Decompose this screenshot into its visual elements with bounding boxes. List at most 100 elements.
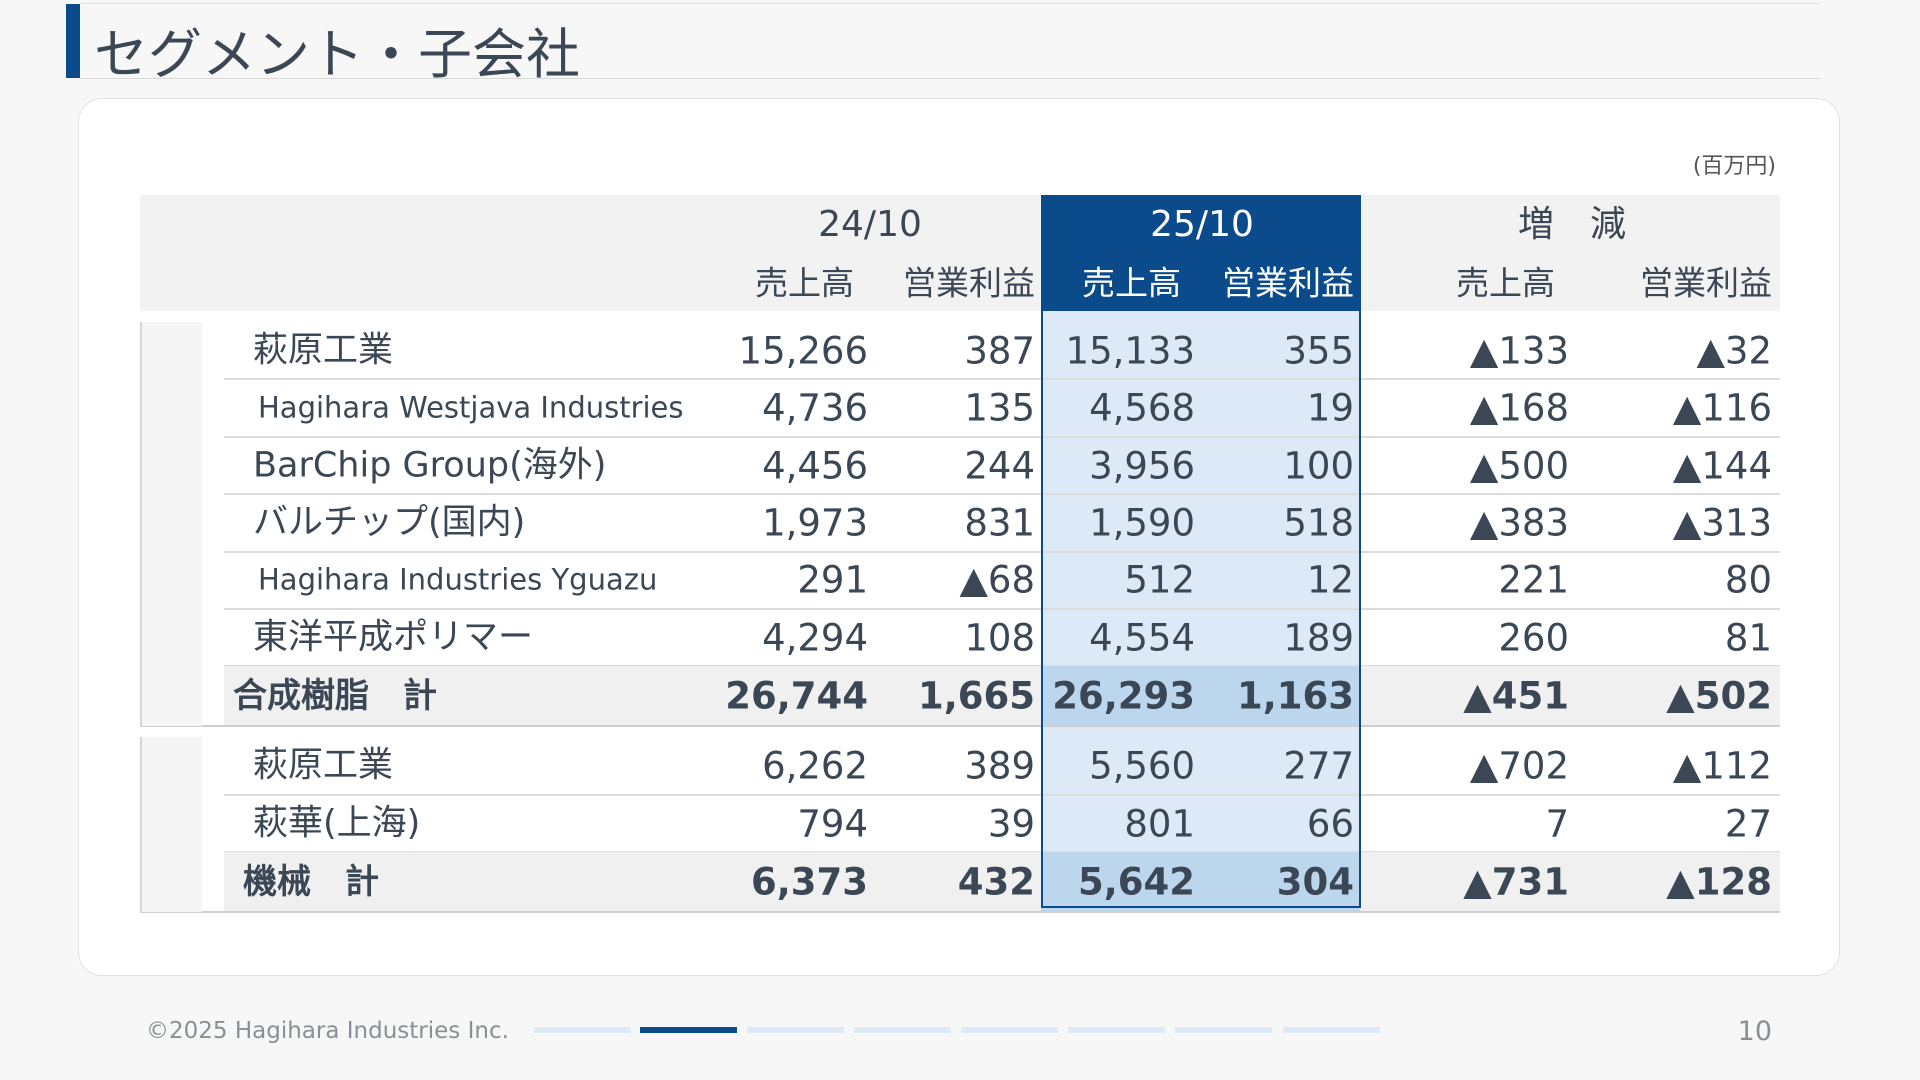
column-header: 売上高 (1456, 263, 1555, 303)
row-rule (224, 608, 1780, 610)
row-rule (224, 378, 1780, 381)
group-strip (140, 322, 202, 727)
cell-value: ▲500 (1469, 444, 1569, 487)
total-bg (224, 852, 1780, 913)
progress-segment (1175, 1027, 1272, 1033)
cell-value: 1,590 (1089, 501, 1195, 545)
progress-segment (1068, 1027, 1165, 1033)
title: セグメント・子会社 (94, 23, 580, 86)
row-label: 萩華(上海) (253, 803, 421, 843)
total-label: 機械 計 (243, 862, 379, 903)
total-value: ▲731 (1463, 860, 1569, 904)
total-value: 432 (957, 860, 1035, 904)
cell-value: 3,956 (1089, 444, 1195, 487)
total-value: 26,293 (1052, 674, 1195, 718)
cell-value: ▲32 (1696, 329, 1772, 373)
cell-value: 801 (1124, 802, 1195, 845)
title-bar (66, 4, 80, 78)
unit: (百万円) (1692, 154, 1776, 179)
cell-value: 291 (797, 558, 868, 602)
header-bg (140, 195, 1780, 311)
column-header: 営業利益 (1222, 263, 1354, 303)
cell-value: 19 (1306, 386, 1354, 430)
total-value: ▲502 (1666, 674, 1772, 718)
row-rule (224, 793, 1780, 796)
cell-value: 15,266 (738, 329, 868, 373)
progress-segment (854, 1027, 951, 1033)
total-value: 6,373 (750, 860, 868, 904)
progress-segment (534, 1027, 631, 1033)
copyright: ©2025 Hagihara Industries Inc. (146, 1018, 509, 1044)
cell-value: 135 (964, 386, 1035, 430)
column-header: 売上高 (1082, 263, 1181, 303)
column-header: 営業利益 (903, 263, 1035, 303)
cell-value: 100 (1283, 444, 1354, 487)
cell-value: 831 (964, 501, 1035, 545)
cell-value: 4,568 (1089, 386, 1195, 430)
total-value: 1,665 (917, 674, 1035, 718)
cell-value: 4,736 (762, 386, 868, 430)
total-rule (140, 725, 1780, 728)
row-label: BarChip Group(海外) (253, 445, 607, 485)
cell-value: 355 (1283, 329, 1354, 373)
row-rule (224, 435, 1780, 438)
cell-value: 4,456 (762, 444, 868, 487)
cell-value: 4,554 (1089, 616, 1195, 660)
cell-value: ▲112 (1672, 744, 1772, 788)
cell-value: 189 (1283, 616, 1354, 660)
cell-value: ▲133 (1469, 329, 1569, 373)
progress-segment (640, 1027, 737, 1033)
period: 25/10 (1150, 204, 1254, 245)
cell-value: 512 (1124, 558, 1195, 602)
period: 増 減 (1517, 204, 1626, 245)
cell-value: 277 (1283, 744, 1354, 788)
cell-value: ▲68 (959, 558, 1035, 602)
cell-value: ▲168 (1469, 386, 1569, 430)
cell-value: 27 (1724, 802, 1772, 845)
row-label: Hagihara Westjava Industries (258, 390, 684, 425)
row-label: Hagihara Industries Yguazu (258, 562, 658, 597)
total-bg (224, 666, 1780, 727)
cell-value: 7 (1545, 802, 1569, 845)
cell-value: 387 (964, 329, 1035, 373)
row-rule (224, 550, 1780, 553)
cell-value: 66 (1306, 802, 1354, 845)
period: 24/10 (818, 204, 922, 245)
row-label: バルチップ(国内) (253, 502, 526, 543)
cell-value: ▲144 (1672, 444, 1772, 487)
total-value: 1,163 (1236, 674, 1354, 718)
cell-value: 5,560 (1089, 744, 1195, 788)
cell-value: 6,262 (762, 744, 868, 788)
page-number: 10 (1737, 1016, 1772, 1047)
row-label: 萩原工業 (253, 745, 394, 786)
cell-value: 389 (964, 744, 1035, 788)
total-label: 合成樹脂 計 (233, 676, 437, 717)
top-rule (80, 3, 1820, 4)
cell-value: 794 (797, 802, 868, 845)
cell-value: 12 (1306, 558, 1354, 602)
cell-value: 221 (1498, 558, 1569, 602)
row-rule (224, 493, 1780, 496)
column-header: 売上高 (755, 263, 854, 303)
cell-value: 80 (1724, 558, 1772, 602)
cell-value: 39 (987, 802, 1035, 845)
cell-value: ▲702 (1469, 744, 1569, 788)
cell-value: 518 (1283, 501, 1354, 545)
group-strip (140, 737, 202, 913)
cell-value: 1,973 (762, 501, 868, 545)
row-label: 東洋平成ポリマー (253, 617, 534, 658)
total-highlight (1041, 666, 1360, 727)
cell-value: 81 (1724, 616, 1772, 660)
column-header: 営業利益 (1640, 263, 1772, 303)
cell-value: ▲313 (1672, 501, 1772, 545)
cell-value: ▲383 (1469, 501, 1569, 545)
total-value: 26,744 (725, 674, 868, 718)
cell-value: 4,294 (762, 616, 868, 660)
total-rule (140, 911, 1780, 914)
cell-value: 244 (964, 444, 1035, 487)
highlight-border (1041, 195, 1361, 908)
cell-value: 108 (964, 616, 1035, 660)
title-rule (80, 78, 1820, 79)
